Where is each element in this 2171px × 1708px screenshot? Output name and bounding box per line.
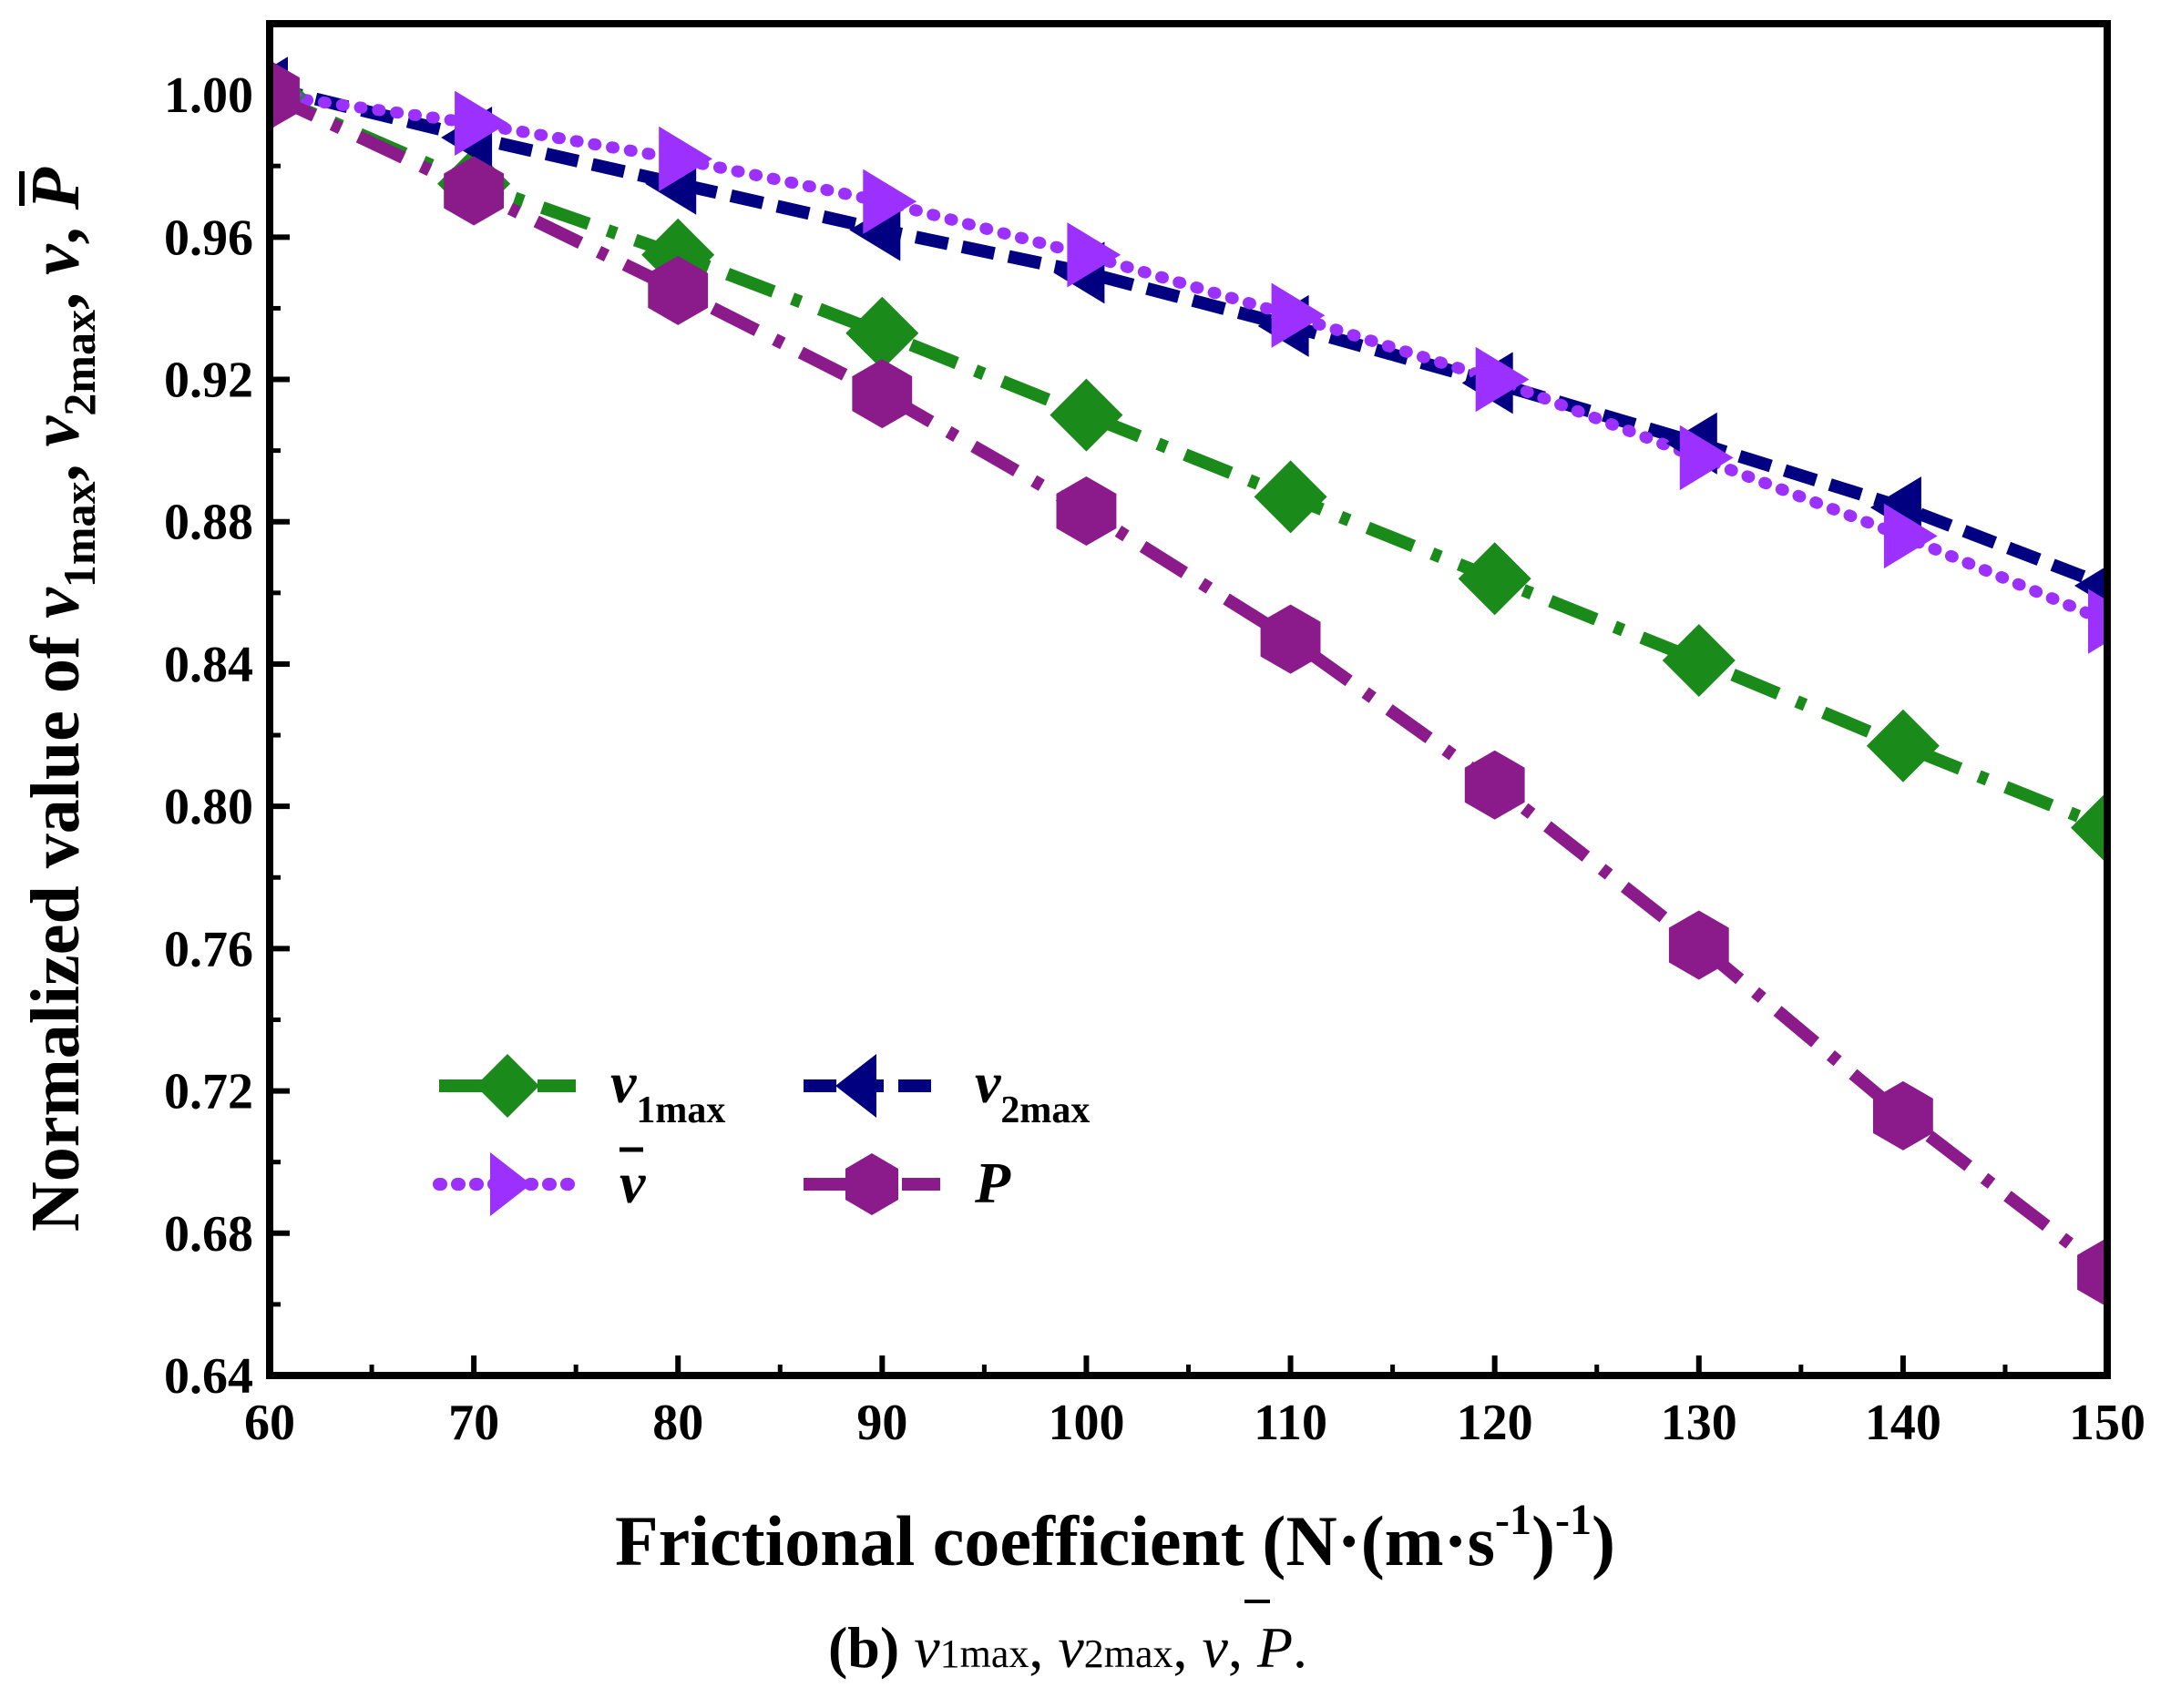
x-tick-label: 100: [1048, 1395, 1124, 1451]
legend-swatch-marker: [490, 1152, 531, 1216]
marker-v̄-90: [863, 169, 917, 234]
x-tick-label: 130: [1661, 1395, 1737, 1451]
marker-v̄-130: [1679, 424, 1734, 491]
x-tick-label: 140: [1865, 1395, 1941, 1451]
y-tick-label: 0.72: [164, 1064, 253, 1120]
legend-entry-v2max: v2max: [804, 1050, 1090, 1131]
marker-v̄-80: [659, 126, 712, 192]
series-line-v̄: [270, 88, 2107, 628]
x-tick-label: 90: [856, 1395, 907, 1451]
x-tick-label: 150: [2069, 1395, 2145, 1451]
legend-swatch-marker: [845, 1153, 898, 1215]
y-tick-label: 0.96: [164, 210, 253, 266]
y-tick-label: 1.00: [164, 67, 253, 124]
marker-P-130: [1668, 910, 1729, 980]
marker-P-120: [1464, 750, 1525, 820]
marker-P-150: [2077, 1237, 2107, 1307]
marker-v̄-70: [455, 90, 508, 156]
legend-entry-vbar: v: [433, 1147, 646, 1216]
marker-v1max-90: [845, 296, 919, 370]
svg-text:v1max: v1max: [610, 1050, 725, 1131]
y-tick-label: 0.80: [164, 779, 253, 835]
series-lines: [270, 81, 2107, 1278]
marker-v1max-130: [1662, 624, 1736, 697]
series-line-v2max: [270, 81, 2107, 592]
plot-frame: [266, 20, 2111, 1379]
svg-text:v: v: [620, 1151, 646, 1215]
x-tick-labels: 60 70 80 90 100 110 120 130 140 150: [244, 1395, 2145, 1451]
marker-P-90: [852, 359, 913, 429]
x-tick-label: 60: [244, 1395, 295, 1451]
x-tick-label: 70: [448, 1395, 499, 1451]
y-tick-label: 0.92: [164, 353, 253, 409]
x-axis-title: Frictional coefficient (N·(m·s-1)-1): [615, 1496, 1615, 1580]
figure-caption: (b) v1max, v2max, v, P.: [828, 1615, 1307, 1680]
marker-P-110: [1260, 604, 1321, 674]
y-tick-labels: 0.64 0.68 0.72 0.76 0.80 0.84 0.88 0.92 0.96 1.00: [164, 67, 253, 1405]
marker-v̄-120: [1475, 346, 1530, 413]
marker-v̄-150: [2088, 588, 2107, 654]
legend-swatch-marker: [476, 1054, 539, 1118]
y-tick-label: 0.88: [164, 495, 253, 551]
marker-v̄-100: [1067, 222, 1121, 288]
marker-v̄-110: [1271, 282, 1326, 348]
y-tick-label: 0.84: [164, 637, 253, 693]
marker-v1max-140: [1866, 709, 1940, 782]
svg-text:P: P: [974, 1151, 1011, 1215]
series-line-P: [270, 88, 2107, 1278]
x-tick-label: 80: [652, 1395, 703, 1451]
marker-v̄-140: [1883, 503, 1938, 569]
marker-v1max-100: [1050, 378, 1123, 452]
svg-text:v2max: v2max: [975, 1050, 1090, 1131]
marker-P-100: [1056, 476, 1117, 546]
marker-P-80: [648, 255, 709, 325]
y-tick-label: 0.68: [164, 1206, 253, 1263]
marker-v1max-120: [1458, 542, 1531, 616]
legend-swatch-marker: [835, 1054, 876, 1118]
legend-entry-v1max: v1max: [439, 1050, 725, 1131]
y-tick-label: 0.64: [164, 1348, 253, 1405]
series-line-v1max: [270, 88, 2107, 834]
x-tick-label: 120: [1457, 1395, 1533, 1451]
marker-P-60: [270, 60, 300, 130]
x-tick-label: 110: [1254, 1395, 1327, 1451]
y-tick-label: 0.76: [164, 921, 253, 977]
legend: v1max v2max v P: [433, 1050, 1090, 1216]
marker-P-70: [444, 156, 504, 226]
legend-entry-P: P: [804, 1151, 1011, 1215]
marker-v1max-150: [2071, 791, 2107, 864]
series-markers: [270, 56, 2107, 1307]
y-axis-title: Normalized value of v1max, v2max, v, P: [17, 167, 105, 1232]
marker-P-140: [1873, 1080, 1933, 1151]
marker-v1max-110: [1254, 460, 1327, 534]
